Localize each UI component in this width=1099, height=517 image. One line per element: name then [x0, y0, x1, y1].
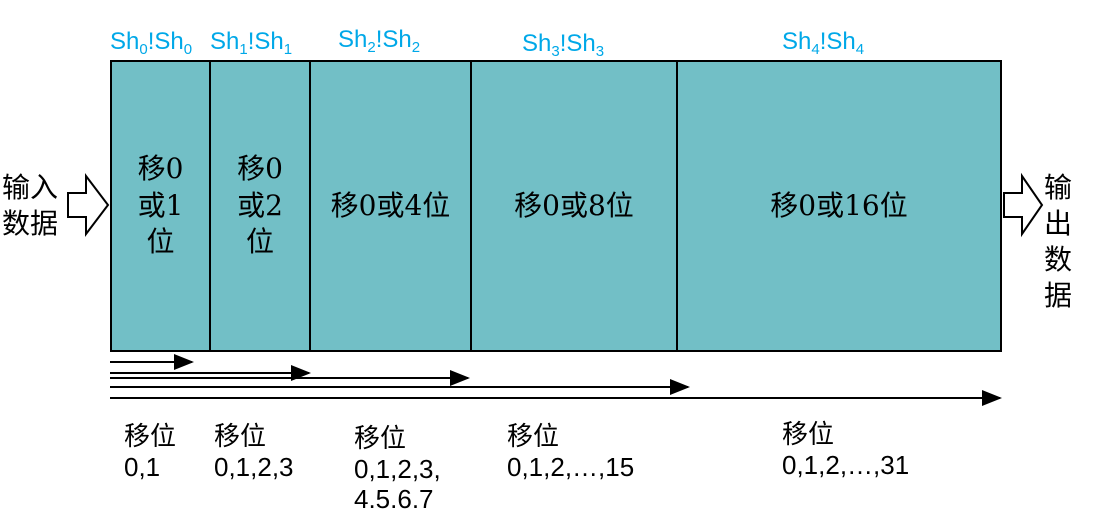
- stage-1-line2: 或1: [137, 188, 184, 222]
- stage-1-line3: 位: [146, 225, 175, 259]
- control-label-sh1: Sh1!Sh1: [210, 28, 293, 58]
- input-label-line1: 输入: [2, 171, 59, 204]
- range-label-4: 移位 0,1,2,…,15: [507, 422, 634, 482]
- stage-shift-4: 移0或4位: [309, 60, 472, 352]
- input-label-line2: 数据: [2, 207, 59, 240]
- control-label-sh3: Sh3!Sh3: [522, 30, 605, 60]
- stage-5-label: 移0或16位: [770, 189, 908, 222]
- stage-2-line1: 移0: [237, 152, 283, 186]
- range-3-values-cont: 4.5.6.7: [354, 484, 434, 514]
- range-1-title: 移位: [124, 422, 177, 452]
- stage-shift-8: 移0或8位: [470, 60, 678, 352]
- output-label-line1: 输出: [1044, 171, 1073, 240]
- range-label-2: 移位 0,1,2,3: [214, 422, 294, 482]
- range-label-3: 移位 0,1,2,3, 4.5.6.7: [354, 424, 441, 514]
- range-4-title: 移位: [507, 422, 560, 452]
- range-3-title: 移位: [354, 424, 407, 454]
- input-data-label: 输入 数据: [2, 170, 58, 242]
- output-arrow-icon: [1003, 172, 1044, 238]
- control-label-sh2: Sh2!Sh2: [338, 26, 421, 56]
- range-1-values: 0,1: [124, 452, 161, 482]
- stage-shift-1: 移0 或1 位: [110, 60, 211, 352]
- stage-4-label: 移0或8位: [514, 189, 634, 222]
- input-arrow-icon: [67, 173, 110, 237]
- range-5-values: 0,1,2,…,31: [782, 450, 910, 480]
- range-label-5: 移位 0,1,2,…,31: [782, 420, 909, 480]
- range-2-values: 0,1,2,3: [214, 452, 294, 482]
- output-data-label: 输出 数据: [1044, 170, 1099, 314]
- control-label-sh0: Sh0!Sh0: [110, 28, 193, 58]
- output-label-line2: 数据: [1044, 243, 1073, 312]
- stage-shift-2: 移0 或2 位: [209, 60, 311, 352]
- stage-2-line2: 或2: [237, 188, 283, 222]
- stage-3-label: 移0或4位: [330, 189, 451, 222]
- range-label-1: 移位 0,1: [124, 422, 176, 482]
- range-4-values: 0,1,2,…,15: [507, 452, 635, 482]
- stage-2-line3: 位: [245, 225, 274, 259]
- range-2-title: 移位: [214, 422, 267, 452]
- stage-1-line1: 移0: [137, 152, 184, 186]
- range-3-values: 0,1,2,3,: [354, 454, 441, 484]
- range-5-title: 移位: [782, 420, 835, 450]
- stage-shift-16: 移0或16位: [676, 60, 1002, 352]
- control-label-sh4: Sh4!Sh4: [782, 28, 865, 58]
